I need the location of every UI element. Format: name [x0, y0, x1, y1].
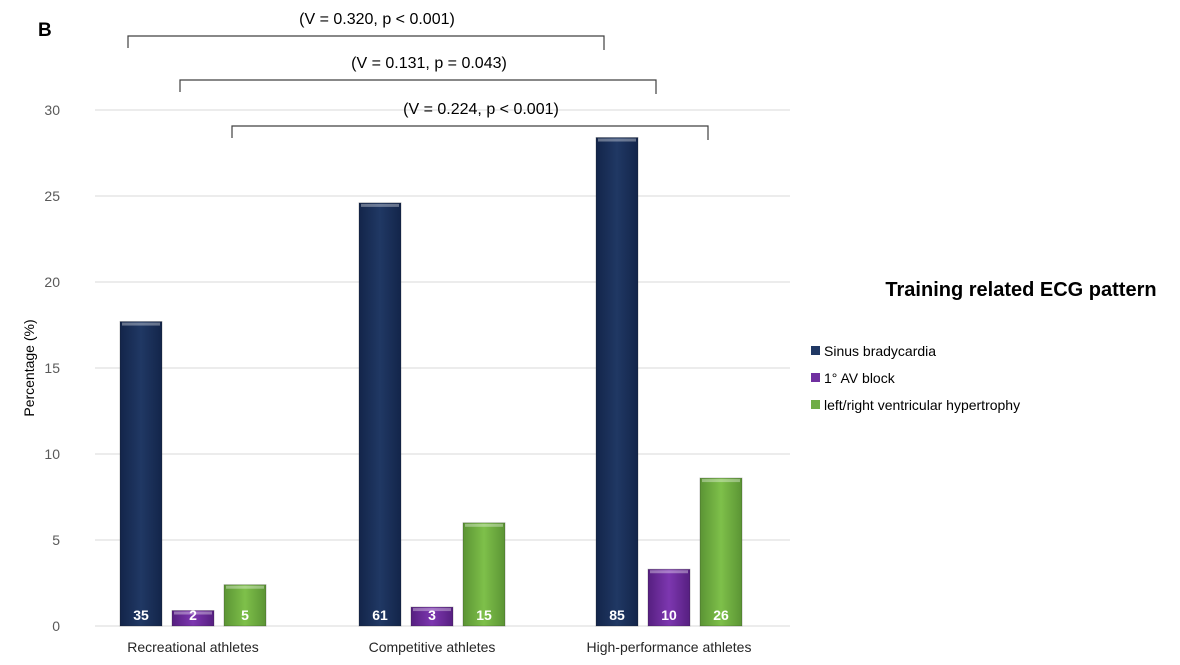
x-category-label: High-performance athletes [587, 639, 752, 655]
panel-label: B [38, 20, 52, 41]
x-category-label: Competitive athletes [369, 639, 496, 655]
data-label: 5 [241, 607, 249, 623]
significance-label: (V = 0.320, p < 0.001) [299, 11, 455, 28]
legend-title: Training related ECG pattern [885, 279, 1156, 301]
y-tick-label: 20 [44, 274, 60, 290]
bar-0-1 [358, 202, 402, 627]
data-label: 61 [372, 607, 388, 623]
bar-highlight [650, 570, 688, 574]
bar-2-2 [699, 477, 743, 627]
data-labels: 35 2 5 61 3 15 85 10 26 [133, 607, 729, 623]
y-tick-label: 25 [44, 188, 60, 204]
legend-swatch [811, 373, 820, 382]
data-label: 3 [428, 607, 436, 623]
legend-entry: left/right ventricular hypertrophy [824, 397, 1020, 413]
bar-1-0 [171, 610, 215, 627]
gridlines [95, 109, 790, 627]
bar-1-1 [410, 606, 454, 627]
significance-label: (V = 0.131, p = 0.043) [351, 55, 507, 72]
bar-1-2 [647, 568, 691, 627]
legend-entry: Sinus bradycardia [824, 343, 936, 359]
data-label: 85 [609, 607, 625, 623]
bar-0-0 [119, 321, 163, 627]
y-axis-ticks: 0 5 10 15 20 25 30 [44, 102, 60, 634]
data-label: 15 [476, 607, 492, 623]
significance-annotations: (V = 0.320, p < 0.001) (V = 0.131, p = 0.… [127, 11, 709, 140]
legend-swatch [811, 346, 820, 355]
data-label: 26 [713, 607, 729, 623]
y-tick-label: 15 [44, 360, 60, 376]
significance-bracket [127, 35, 605, 50]
bar-2-1 [462, 522, 506, 627]
y-axis-label: Percentage (%) [21, 319, 37, 416]
bar-highlight [361, 203, 399, 207]
significance-label: (V = 0.224, p < 0.001) [403, 101, 559, 118]
bar-highlight [413, 608, 451, 612]
data-label: 35 [133, 607, 149, 623]
significance-bracket [179, 79, 657, 94]
bars [119, 137, 743, 627]
bar-highlight [598, 138, 636, 142]
bar-0-2 [595, 137, 639, 627]
bar-2-0 [223, 584, 267, 627]
data-label: 10 [661, 607, 677, 623]
y-tick-label: 0 [52, 618, 60, 634]
legend: Training related ECG pattern Sinus brady… [811, 279, 1157, 413]
bar-highlight [226, 585, 264, 589]
bar-highlight [122, 322, 160, 326]
bar-highlight [702, 479, 740, 483]
data-label: 2 [189, 607, 197, 623]
y-tick-label: 5 [52, 532, 60, 548]
legend-swatch [811, 400, 820, 409]
bar-highlight [174, 611, 212, 615]
y-tick-label: 10 [44, 446, 60, 462]
x-axis-categories: Recreational athletes Competitive athlete… [127, 639, 751, 655]
x-category-label: Recreational athletes [127, 639, 259, 655]
legend-entry: 1° AV block [824, 370, 896, 386]
bar-highlight [465, 523, 503, 527]
significance-bracket [231, 125, 709, 140]
y-tick-label: 30 [44, 102, 60, 118]
